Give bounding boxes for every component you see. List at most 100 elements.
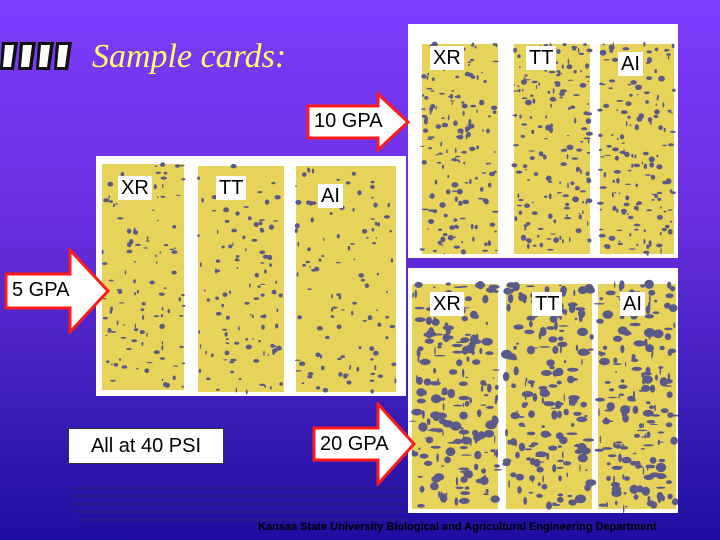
spray-spot — [463, 161, 466, 165]
spray-spot — [646, 246, 650, 249]
spray-spot — [613, 357, 618, 364]
spray-spot — [253, 222, 259, 227]
spray-spot — [532, 480, 534, 483]
spray-spot — [527, 380, 535, 384]
spray-spot — [429, 331, 436, 337]
spray-spot — [612, 206, 617, 211]
spray-spot — [618, 384, 628, 390]
spray-spot — [309, 265, 311, 268]
spray-spot — [486, 405, 494, 409]
spray-spot — [347, 245, 351, 251]
spray-spot — [441, 243, 443, 247]
spray-spot — [421, 208, 429, 211]
spray-spot — [577, 309, 586, 318]
spray-spot — [620, 110, 628, 115]
spray-spot — [599, 435, 602, 444]
spray-spot — [548, 193, 552, 200]
spray-spot — [637, 93, 639, 96]
spray-spot — [556, 496, 564, 503]
spray-spot — [490, 495, 500, 503]
spray-spot — [440, 465, 445, 467]
spray-spot — [258, 219, 266, 221]
spray-spot — [437, 345, 442, 349]
spray-spot — [352, 301, 357, 305]
spray-spot — [134, 323, 137, 329]
label-10gpa: 10 GPA — [310, 108, 387, 134]
spray-spot — [583, 137, 591, 140]
spray-spot — [481, 337, 493, 346]
spray-spot — [430, 90, 435, 92]
spray-spot — [614, 192, 617, 194]
spray-spot — [486, 128, 490, 134]
spray-spot — [427, 136, 435, 139]
spray-spot — [599, 208, 602, 211]
spray-spot — [657, 431, 665, 434]
spray-spot — [515, 451, 520, 459]
spray-spot — [574, 494, 587, 504]
spray-spot — [487, 383, 492, 393]
spray-spot — [533, 458, 541, 468]
spray-spot — [321, 254, 325, 258]
spray-spot — [117, 288, 123, 294]
spray-spot — [613, 475, 615, 484]
spray-spot — [421, 108, 426, 110]
spray-spot — [133, 328, 139, 332]
spray-spot — [571, 422, 575, 427]
spray-spot — [658, 125, 663, 131]
spray-spot — [579, 169, 582, 175]
spray-spot — [331, 294, 333, 299]
spray-spot — [445, 282, 451, 286]
label-ai: AI — [618, 52, 643, 76]
spray-spot — [411, 408, 423, 416]
spray-spot — [633, 340, 646, 347]
spray-spot — [480, 385, 484, 392]
spray-spot — [365, 237, 369, 239]
spray-spot — [385, 336, 389, 340]
spray-spot — [652, 329, 664, 339]
spray-spot — [649, 423, 658, 425]
spray-spot — [480, 404, 487, 406]
spray-spot — [454, 147, 457, 153]
spray-spot — [253, 359, 260, 363]
spray-spot — [573, 289, 576, 297]
spray-spot — [667, 350, 672, 356]
spray-spot — [235, 255, 240, 258]
spray-spot — [617, 326, 628, 335]
spray-spot — [516, 410, 518, 413]
spray-spot — [623, 492, 627, 495]
spray-spot — [543, 195, 548, 198]
spray-spot — [438, 152, 443, 155]
spray-spot — [633, 223, 641, 227]
spray-spot — [472, 359, 481, 365]
spray-spot — [569, 397, 578, 405]
spray-spot — [556, 70, 560, 73]
spray-spot — [664, 333, 672, 341]
spray-spot — [338, 295, 342, 300]
spray-spot — [570, 181, 575, 186]
spray-spot — [435, 105, 437, 110]
spray-spot — [493, 448, 496, 457]
spray-spot — [118, 358, 122, 361]
spray-spot — [612, 42, 614, 47]
spray-spot — [461, 285, 468, 288]
spray-spot — [658, 458, 666, 463]
spray-spot — [490, 449, 495, 453]
spray-spot — [362, 228, 368, 234]
spray-spot — [508, 480, 510, 488]
spray-spot — [667, 281, 672, 289]
spray-spot — [254, 272, 259, 278]
spray-spot — [608, 79, 616, 83]
spray-spot — [377, 222, 380, 227]
spray-spot — [511, 383, 517, 388]
spray-spot — [442, 430, 444, 436]
spray-spot — [598, 503, 608, 507]
spray-spot — [260, 293, 265, 297]
spray-spot — [136, 289, 139, 294]
spray-spot — [604, 154, 612, 157]
spray-spot — [438, 491, 441, 498]
spray-spot — [480, 380, 487, 386]
spray-spot — [206, 298, 210, 302]
spray-spot — [556, 191, 562, 194]
spray-spot — [350, 243, 355, 245]
spray-spot — [569, 237, 571, 243]
